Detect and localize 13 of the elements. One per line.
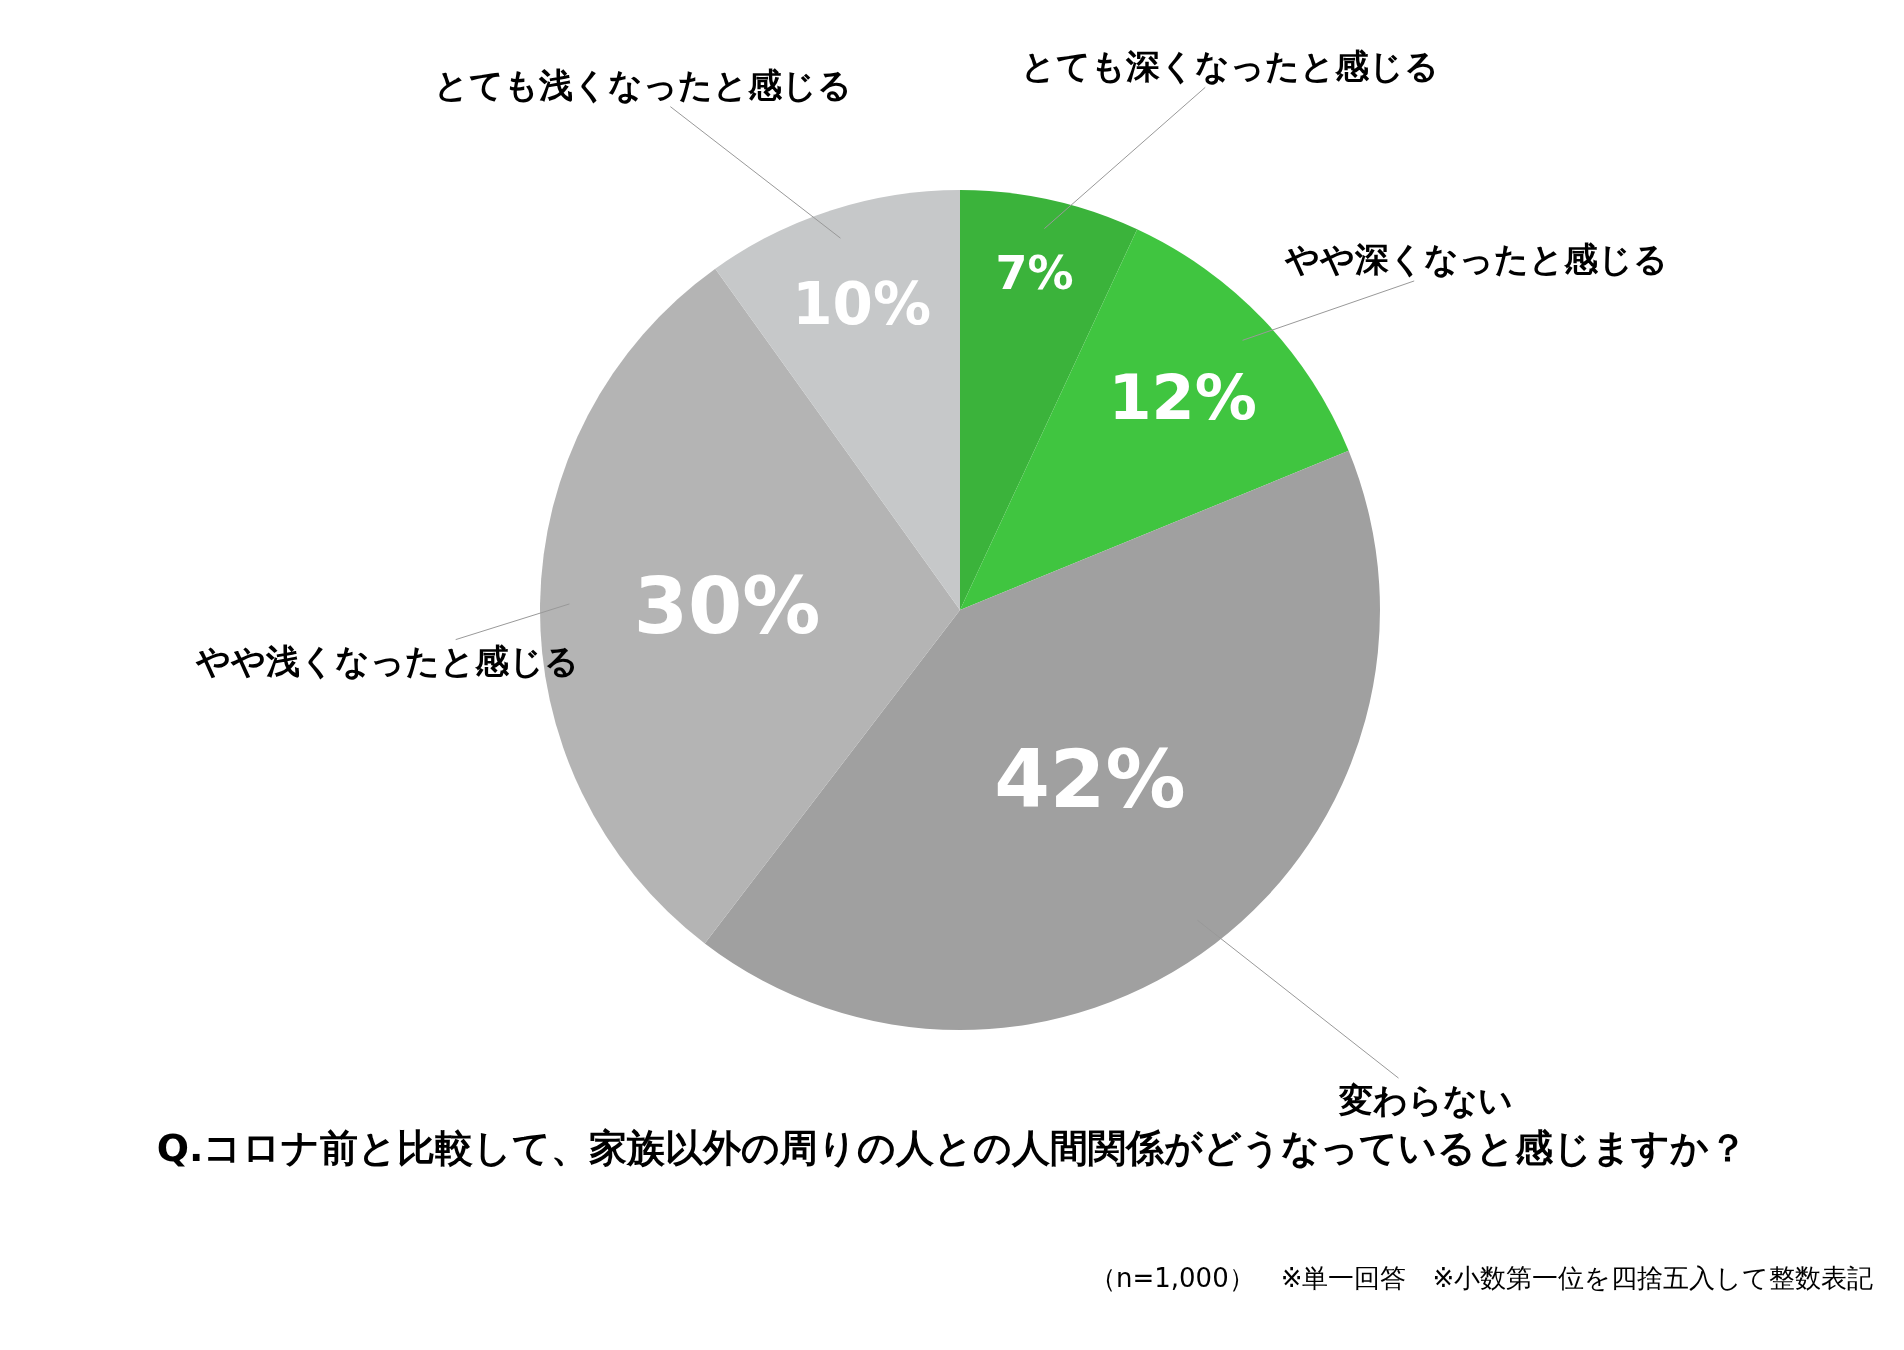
pie-slice [540,268,960,944]
slice-label: とても浅くなったと感じる [434,65,852,105]
data-label: 12% [1108,361,1257,435]
data-label: 7% [995,245,1074,300]
data-label: 30% [633,561,821,652]
data-label: 42% [994,733,1186,827]
data-label: 10% [792,269,931,338]
text: Q.コロナ前と比較して、家族以外の周りの人との人間関係がどうなっていると感じますか？ [156,1126,1748,1171]
slice-label: とても深くなったと感じる [1021,46,1439,86]
slice-label: 変わらない [1338,1080,1513,1120]
slice-label: やや浅くなったと感じる [195,641,579,681]
slice-label: やや深くなったと感じる [1284,239,1668,279]
text: （n=1,000） ※単一回答 ※小数第一位を四捨五入して整数表記 [1090,1263,1874,1293]
